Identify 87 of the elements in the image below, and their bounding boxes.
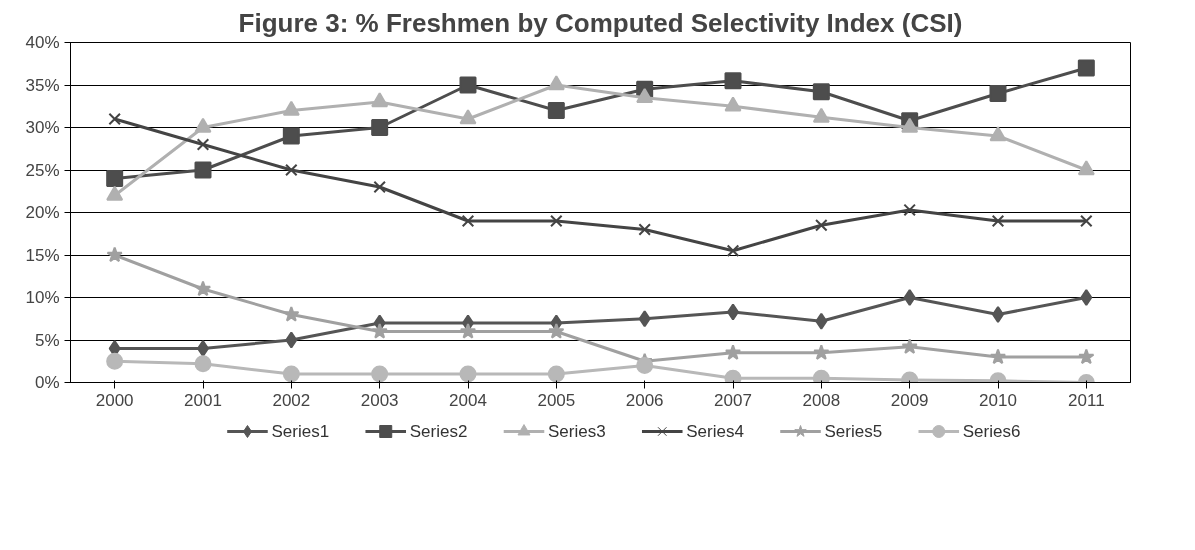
- y-tick-label: 20%: [25, 203, 60, 222]
- point: [1077, 160, 1095, 176]
- point: [371, 92, 389, 108]
- point: [812, 107, 830, 123]
- point: [815, 218, 828, 232]
- point: [285, 163, 298, 177]
- point: [547, 102, 565, 119]
- point: [636, 88, 654, 104]
- y-tick-label: 30%: [25, 118, 60, 137]
- point: [106, 246, 123, 263]
- point: [547, 75, 565, 91]
- point: [1080, 289, 1093, 306]
- point: [459, 323, 477, 339]
- legend-label: Series3: [547, 422, 606, 441]
- point: [903, 289, 916, 306]
- point: [548, 323, 565, 339]
- point: [461, 214, 475, 228]
- point: [371, 323, 388, 339]
- x-tick-label: 2009: [890, 390, 929, 410]
- point: [194, 161, 212, 179]
- x-tick-label: 2000: [95, 390, 134, 410]
- point: [726, 244, 740, 258]
- point: [992, 306, 1004, 323]
- point: [638, 223, 651, 236]
- point: [459, 76, 477, 94]
- point: [813, 344, 830, 360]
- legend-label: Series2: [409, 422, 468, 441]
- x-tick-label: 2011: [1068, 390, 1105, 410]
- point: [194, 117, 212, 133]
- point: [285, 331, 298, 349]
- x-tick-label: 2008: [802, 390, 841, 410]
- legend-label: Series5: [824, 422, 883, 441]
- point: [282, 127, 300, 145]
- point: [989, 126, 1007, 142]
- point: [991, 214, 1005, 228]
- point: [106, 185, 124, 201]
- point: [636, 357, 654, 374]
- point: [371, 365, 389, 383]
- point: [724, 96, 742, 112]
- point: [1077, 59, 1095, 77]
- x-tick-label: 2001: [184, 390, 222, 410]
- point: [989, 85, 1007, 102]
- point: [282, 100, 300, 116]
- point: [459, 109, 477, 125]
- x-tick-label: 2005: [537, 390, 576, 410]
- point: [196, 138, 210, 151]
- x-tick-label: 2010: [979, 390, 1017, 410]
- y-tick-label: 10%: [25, 288, 60, 307]
- x-tick-label: 2004: [449, 390, 487, 410]
- point: [1078, 348, 1095, 365]
- point: [812, 83, 830, 101]
- x-tick-label: 2007: [714, 390, 752, 410]
- point: [724, 344, 742, 360]
- point: [108, 112, 121, 126]
- point: [197, 340, 209, 357]
- point: [283, 306, 300, 322]
- x-tick-label: 2006: [625, 390, 664, 410]
- point: [106, 170, 124, 187]
- point: [550, 214, 563, 228]
- point: [459, 365, 477, 383]
- point: [106, 352, 124, 370]
- y-tick-label: 40%: [25, 33, 60, 52]
- legend-label: Series6: [962, 422, 1021, 441]
- y-tick-label: 15%: [25, 245, 60, 265]
- x-tick-label: 2003: [360, 390, 399, 410]
- point: [547, 365, 565, 383]
- y-tick-label: 0%: [34, 373, 60, 392]
- point: [901, 117, 919, 133]
- point: [815, 312, 828, 330]
- y-tick-label: 35%: [25, 75, 60, 95]
- point: [901, 338, 918, 354]
- point: [989, 348, 1007, 365]
- point: [373, 180, 386, 194]
- legend-label: Series4: [686, 422, 744, 441]
- point: [903, 203, 916, 217]
- point: [638, 310, 651, 328]
- point: [282, 365, 300, 383]
- legend-label: Series1: [271, 422, 330, 441]
- point: [1080, 214, 1093, 228]
- y-tick-label: 5%: [34, 330, 60, 350]
- point: [194, 355, 212, 373]
- y-tick-label: 25%: [25, 160, 60, 180]
- point: [371, 119, 389, 136]
- chart-title: Figure 3: % Freshmen by Computed Selectivity Index (CSI): [238, 7, 963, 38]
- x-tick-label: 2002: [272, 390, 311, 410]
- point: [194, 280, 212, 297]
- point: [724, 72, 742, 90]
